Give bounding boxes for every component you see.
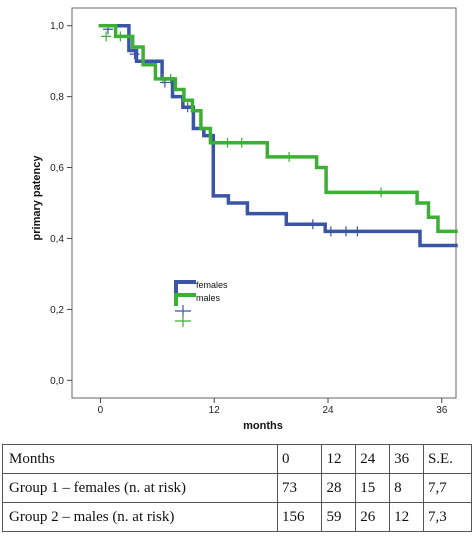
legend: females males: [174, 280, 228, 327]
table-cell: Group 2 – males (n. at risk): [2, 502, 278, 532]
table-cell: 15: [355, 473, 391, 503]
survival-curve-males: [98, 23, 458, 234]
censor-mark-females: [341, 226, 352, 237]
x-tick-label: 36: [436, 405, 448, 416]
y-axis-ticks: 0,0 0,2 0,4 0,6 0,8 1,0: [50, 21, 72, 387]
censor-mark-males: [222, 137, 233, 148]
censor-mark-males: [165, 73, 176, 84]
survival-curves: [98, 23, 458, 248]
table-cell: 59: [321, 502, 357, 532]
censor-mark-males: [376, 187, 387, 198]
table-cell: 73: [276, 473, 323, 503]
censor-mark-males: [284, 151, 295, 162]
legend-label-males: males: [196, 293, 221, 303]
table-row-males: Group 2 – males (n. at risk) 156 59 26 1…: [2, 502, 473, 532]
censor-mark-females: [129, 49, 140, 60]
header-cell: 0: [276, 444, 323, 474]
table-cell: Group 1 – females (n. at risk): [2, 473, 278, 503]
legend-swatch-females: [174, 280, 196, 293]
censor-mark-females: [307, 219, 318, 230]
header-cell: 12: [321, 444, 357, 474]
censor-mark-females: [352, 226, 363, 237]
y-tick-label: 0,4: [50, 234, 64, 245]
plot-area: [71, 7, 457, 399]
table-cell: 12: [389, 502, 424, 532]
table-cell: 7,7: [422, 473, 473, 503]
table-header-row: Months 0 12 24 36 S.E.: [2, 444, 473, 474]
y-axis-label: primary patency: [31, 155, 43, 241]
header-cell: Months: [2, 444, 278, 474]
kaplan-meier-chart: 0,0 0,2 0,4 0,6 0,8 1,0 0 12 24 36 primary paten…: [31, 7, 458, 432]
survival-curve-females: [98, 23, 458, 248]
table-row-females: Group 1 – females (n. at risk) 73 28 15 …: [2, 473, 473, 503]
table-cell: 28: [321, 473, 357, 503]
legend-label-females: females: [196, 280, 228, 290]
censor-mark-females: [325, 226, 336, 237]
table-cell: 156: [276, 502, 323, 532]
x-axis-ticks: 0 12 24 36: [98, 398, 448, 416]
censor-mark-males: [101, 31, 112, 42]
y-tick-label: 0,6: [50, 163, 64, 174]
table-cell: 26: [355, 502, 391, 532]
number-at-risk-table: Months 0 12 24 36 S.E. Group 1 – females…: [2, 444, 473, 532]
censor-mark-males: [115, 31, 126, 42]
censor-mark-males: [236, 137, 247, 148]
header-cell: 36: [389, 444, 424, 474]
y-tick-label: 0,2: [50, 305, 64, 316]
y-tick-label: 0,0: [50, 376, 64, 387]
table-cell: 7,3: [422, 502, 473, 532]
x-tick-label: 0: [98, 405, 104, 416]
y-tick-label: 1,0: [50, 21, 64, 32]
x-tick-label: 24: [322, 405, 334, 416]
legend-swatch-males: [174, 293, 196, 306]
x-tick-label: 12: [209, 405, 221, 416]
legend-censor-males: [175, 315, 191, 327]
table-cell: 8: [389, 473, 424, 503]
x-axis-label: months: [243, 420, 283, 432]
header-cell: 24: [355, 444, 391, 474]
header-cell: S.E.: [422, 444, 473, 474]
y-tick-label: 0,8: [50, 92, 64, 103]
